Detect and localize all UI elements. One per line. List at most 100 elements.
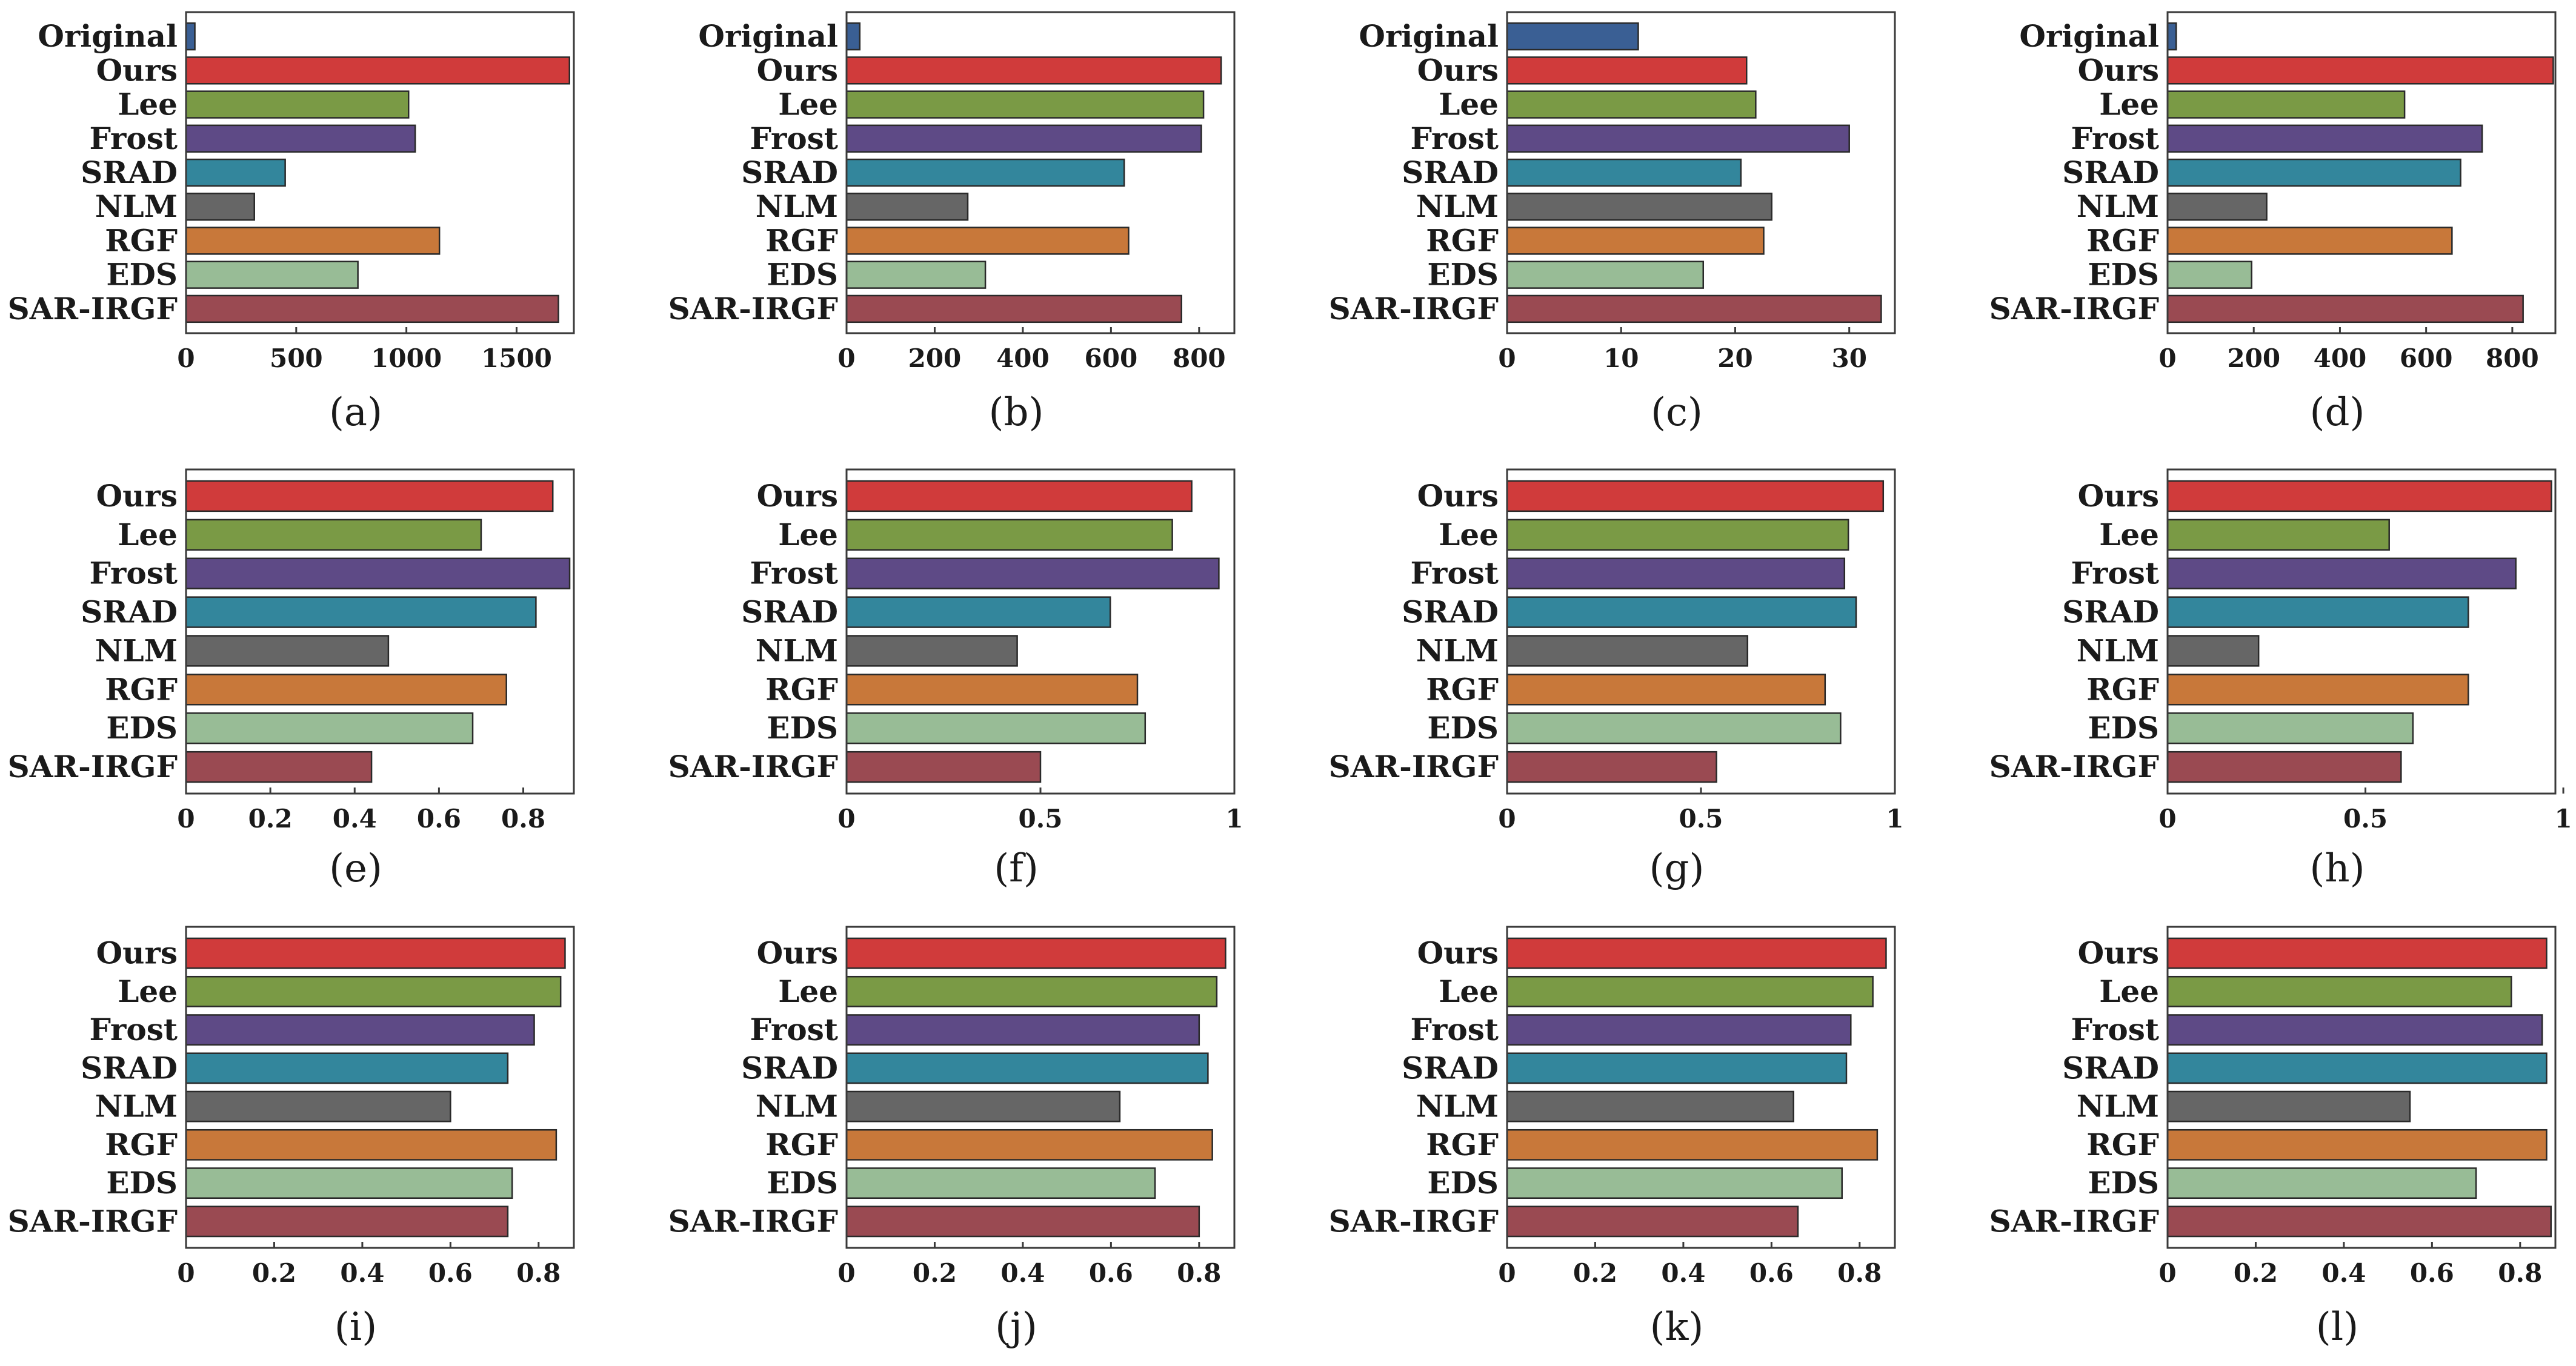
category-label: EDS bbox=[2088, 1165, 2159, 1201]
x-tick-label: 0 bbox=[837, 804, 855, 834]
bar-eds bbox=[845, 260, 987, 289]
category-label: SRAD bbox=[741, 154, 838, 190]
x-tick-label: 0 bbox=[177, 1258, 195, 1288]
category-label: Original bbox=[698, 18, 838, 54]
category-label: Original bbox=[2019, 18, 2159, 54]
category-label: Lee bbox=[118, 517, 178, 552]
bar-ours bbox=[2166, 937, 2548, 969]
x-tick-label: 0 bbox=[177, 804, 195, 834]
category-label: Lee bbox=[778, 87, 838, 122]
x-tick-label: 0.2 bbox=[2234, 1258, 2278, 1288]
category-label: RGF bbox=[2086, 222, 2159, 258]
plot-frame bbox=[2166, 926, 2557, 1249]
bar-eds bbox=[2166, 712, 2414, 744]
category-label: Ours bbox=[1417, 478, 1499, 514]
category-label: RGF bbox=[765, 671, 838, 707]
bar-ours bbox=[845, 480, 1193, 512]
x-tick-label: 0.6 bbox=[1089, 1258, 1133, 1288]
bar-original bbox=[1506, 22, 1639, 51]
category-label: EDS bbox=[2088, 257, 2159, 293]
x-tick-label: 0 bbox=[1498, 804, 1516, 834]
x-tick-label: 0 bbox=[177, 343, 195, 373]
x-tick-label: 600 bbox=[2400, 343, 2453, 373]
bar-frost bbox=[2166, 557, 2517, 589]
category-label: Lee bbox=[778, 517, 838, 552]
bar-sar-irgf bbox=[185, 294, 559, 323]
bar-rgf bbox=[2166, 674, 2469, 706]
x-tick-label: 1000 bbox=[371, 343, 442, 373]
category-label: Ours bbox=[1417, 935, 1499, 971]
panel-label: (h) bbox=[2309, 846, 2365, 891]
category-label: SRAD bbox=[2062, 1050, 2159, 1086]
bar-srad bbox=[1506, 158, 1742, 187]
category-label: Frost bbox=[1410, 1012, 1499, 1047]
bar-srad bbox=[185, 158, 286, 187]
category-label: SRAD bbox=[81, 594, 178, 630]
x-tick-label: 0.8 bbox=[516, 1258, 561, 1288]
bar-nlm bbox=[1506, 635, 1749, 667]
bar-rgf bbox=[1506, 227, 1765, 255]
category-label: Frost bbox=[2071, 121, 2159, 156]
bar-rgf bbox=[845, 674, 1139, 706]
bar-sar-irgf bbox=[1506, 1205, 1799, 1238]
bar-lee bbox=[845, 975, 1218, 1007]
bar-frost bbox=[1506, 557, 1846, 589]
category-label: EDS bbox=[767, 710, 838, 746]
panel-label: (e) bbox=[329, 846, 382, 891]
category-label: SRAD bbox=[2062, 154, 2159, 190]
bar-sar-irgf bbox=[2166, 1205, 2552, 1238]
category-label: Ours bbox=[2078, 478, 2159, 514]
category-label: Ours bbox=[2078, 935, 2159, 971]
x-tick-label: 0.6 bbox=[2410, 1258, 2454, 1288]
bar-eds bbox=[845, 712, 1147, 744]
category-label: RGF bbox=[765, 222, 838, 258]
category-label: Ours bbox=[96, 52, 178, 88]
x-tick-label: 0.4 bbox=[1661, 1258, 1705, 1288]
chart-panel-2: OriginalOursLeeFrostSRADNLMRGFEDSSAR-IRG… bbox=[668, 11, 1236, 435]
bar-nlm bbox=[2166, 1090, 2411, 1122]
category-label: Frost bbox=[2071, 555, 2159, 591]
plot-frame bbox=[1506, 926, 1896, 1249]
bar-eds bbox=[185, 1167, 513, 1199]
bar-lee bbox=[1506, 90, 1757, 119]
bar-eds bbox=[1506, 260, 1705, 289]
bar-nlm bbox=[845, 193, 969, 221]
category-label: EDS bbox=[767, 257, 838, 293]
category-label: NLM bbox=[2077, 188, 2159, 224]
bar-frost bbox=[185, 124, 416, 153]
category-label: NLM bbox=[756, 188, 838, 224]
bar-rgf bbox=[1506, 674, 1826, 706]
category-label: RGF bbox=[105, 222, 178, 258]
bar-rgf bbox=[185, 1129, 557, 1161]
bar-eds bbox=[1506, 1167, 1843, 1199]
bar-sar-irgf bbox=[845, 1205, 1200, 1238]
x-tick-label: 0.2 bbox=[252, 1258, 296, 1288]
x-tick-label: 400 bbox=[996, 343, 1050, 373]
bar-frost bbox=[2166, 124, 2483, 153]
bar-sar-irgf bbox=[845, 751, 1042, 783]
category-label: Frost bbox=[89, 555, 178, 591]
bar-lee bbox=[2166, 90, 2406, 119]
x-tick-label: 500 bbox=[270, 343, 323, 373]
bar-srad bbox=[2166, 596, 2469, 628]
bar-rgf bbox=[845, 1129, 1213, 1161]
category-label: SRAD bbox=[2062, 594, 2159, 630]
panel-label: (a) bbox=[329, 390, 382, 435]
panel-label: (f) bbox=[994, 846, 1039, 891]
category-label: Lee bbox=[2099, 87, 2159, 122]
category-label: RGF bbox=[105, 1127, 178, 1162]
bar-nlm bbox=[845, 635, 1018, 667]
bar-rgf bbox=[2166, 1129, 2548, 1161]
category-label: Lee bbox=[2099, 517, 2159, 552]
x-tick-label: 0.4 bbox=[340, 1258, 384, 1288]
x-tick-label: 0.8 bbox=[1177, 1258, 1221, 1288]
bar-eds bbox=[845, 1167, 1156, 1199]
x-tick-label: 0.4 bbox=[1000, 1258, 1045, 1288]
bar-eds bbox=[2166, 260, 2252, 289]
x-tick-label: 0.8 bbox=[1837, 1258, 1882, 1288]
bar-lee bbox=[845, 519, 1173, 551]
category-label: NLM bbox=[756, 1089, 838, 1124]
